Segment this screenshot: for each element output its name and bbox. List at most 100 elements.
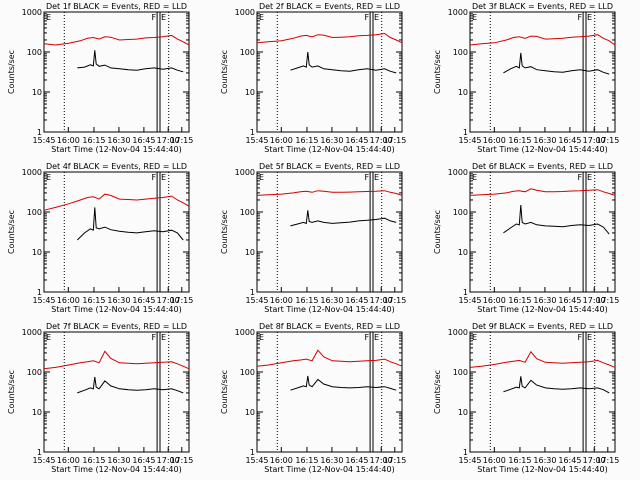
flag-f-label: F	[577, 333, 582, 342]
x-tick-label: 15:45	[245, 456, 268, 465]
x-axis-label: Start Time (12-Nov-04 15:44:40)	[264, 305, 394, 314]
y-tick-label: 1	[250, 288, 255, 297]
x-tick-label: 16:45	[345, 296, 368, 305]
x-tick-label: 17:15	[170, 296, 193, 305]
y-tick-label: 1	[250, 128, 255, 137]
y-tick-label: 1000	[22, 8, 42, 17]
lld-series-line	[43, 193, 190, 211]
panel-title: Det 6f BLACK = Events, RED = LLD	[472, 162, 613, 171]
y-tick-label: 10	[32, 408, 42, 417]
lld-series-line	[43, 34, 190, 46]
x-tick-label: 16:30	[107, 296, 130, 305]
x-tick-label: 15:45	[458, 456, 481, 465]
y-tick-label: 1	[37, 448, 42, 457]
y-tick-label: 10	[32, 88, 42, 97]
x-tick-label: 15:45	[458, 296, 481, 305]
y-tick-label: 1000	[235, 168, 255, 177]
y-tick-label: 10	[458, 408, 468, 417]
x-tick-label: 16:30	[320, 136, 343, 145]
plot-frame	[43, 11, 190, 133]
y-axis-label: Counts/sec	[7, 50, 16, 94]
x-tick-label: 17:00	[370, 296, 393, 305]
x-axis-label: Start Time (12-Nov-04 15:44:40)	[264, 465, 394, 474]
y-tick-label: 10	[458, 88, 468, 97]
x-tick-label: 17:15	[170, 456, 193, 465]
flag-e-label: E	[161, 333, 166, 342]
flag-f-label: F	[151, 333, 156, 342]
y-tick-label: 1000	[448, 8, 468, 17]
flag-f-label: F	[364, 333, 369, 342]
plot-frame	[256, 171, 403, 293]
x-axis-label: Start Time (12-Nov-04 15:44:40)	[51, 305, 181, 314]
lld-series-line	[43, 350, 190, 370]
y-axis-label: Counts/sec	[220, 50, 229, 94]
flag-e-label: E	[374, 333, 379, 342]
x-tick-label: 16:45	[345, 456, 368, 465]
x-tick-label: 16:15	[295, 456, 318, 465]
x-tick-label: 16:30	[533, 296, 556, 305]
plot-frame	[43, 331, 190, 453]
x-tick-label: 15:45	[458, 136, 481, 145]
plot-frame	[469, 171, 616, 293]
y-tick-label: 100	[453, 368, 468, 377]
x-tick-label: 16:00	[270, 456, 293, 465]
y-tick-label: 1000	[22, 168, 42, 177]
x-axis-label: Start Time (12-Nov-04 15:44:40)	[51, 145, 181, 154]
x-tick-label: 16:45	[132, 136, 155, 145]
panel-title: Det 5f BLACK = Events, RED = LLD	[259, 162, 400, 171]
x-tick-label: 16:00	[57, 136, 80, 145]
x-tick-label: 16:15	[295, 136, 318, 145]
edge-e-label: E	[259, 173, 264, 182]
x-tick-label: 16:00	[57, 296, 80, 305]
x-tick-label: 17:15	[383, 456, 406, 465]
lld-series-line	[469, 34, 616, 46]
events-series-line	[503, 52, 610, 75]
y-tick-label: 1	[463, 448, 468, 457]
x-tick-label: 16:45	[345, 136, 368, 145]
x-axis-label: Start Time (12-Nov-04 15:44:40)	[264, 145, 394, 154]
x-tick-label: 15:45	[32, 296, 55, 305]
y-tick-label: 100	[240, 48, 255, 57]
edge-e-label: E	[46, 173, 51, 182]
x-tick-label: 15:45	[32, 136, 55, 145]
x-tick-label: 16:00	[270, 136, 293, 145]
events-series-line	[77, 50, 184, 73]
x-tick-label: 16:30	[320, 296, 343, 305]
detector-panel: Det 5f BLACK = Events, RED = LLD 1 10 100 10…	[220, 162, 406, 314]
flag-f-label: F	[364, 173, 369, 182]
y-tick-label: 1000	[235, 328, 255, 337]
x-axis-label: Start Time (12-Nov-04 15:44:40)	[477, 145, 607, 154]
y-tick-label: 10	[245, 408, 255, 417]
x-tick-label: 17:15	[383, 296, 406, 305]
y-tick-label: 10	[245, 248, 255, 257]
lld-series-line	[256, 190, 403, 196]
x-tick-label: 17:00	[157, 136, 180, 145]
x-tick-label: 17:15	[596, 456, 619, 465]
y-tick-label: 100	[27, 48, 42, 57]
flag-e-label: E	[587, 13, 592, 22]
y-tick-label: 1000	[22, 328, 42, 337]
y-tick-label: 100	[453, 208, 468, 217]
x-tick-label: 16:15	[82, 296, 105, 305]
x-tick-label: 17:00	[583, 136, 606, 145]
detector-panel: Det 3f BLACK = Events, RED = LLD 1 10 100 10…	[433, 2, 619, 154]
x-tick-label: 16:15	[508, 136, 531, 145]
x-tick-label: 16:00	[270, 296, 293, 305]
y-axis-label: Counts/sec	[433, 210, 442, 254]
x-tick-label: 16:45	[558, 136, 581, 145]
x-tick-label: 17:00	[157, 456, 180, 465]
x-tick-label: 17:15	[383, 136, 406, 145]
panel-title: Det 7f BLACK = Events, RED = LLD	[46, 322, 187, 331]
detector-panel: Det 9f BLACK = Events, RED = LLD 1 10 100 10…	[433, 322, 619, 474]
y-tick-label: 1	[37, 288, 42, 297]
flag-e-label: E	[161, 173, 166, 182]
y-tick-label: 100	[27, 368, 42, 377]
x-tick-label: 15:45	[245, 296, 268, 305]
x-tick-label: 16:15	[295, 296, 318, 305]
plot-frame	[256, 11, 403, 133]
detector-panel: Det 2f BLACK = Events, RED = LLD 1 10 100 10…	[220, 2, 406, 154]
panel-title: Det 3f BLACK = Events, RED = LLD	[472, 2, 613, 11]
y-tick-label: 1000	[448, 168, 468, 177]
events-series-line	[503, 376, 610, 394]
